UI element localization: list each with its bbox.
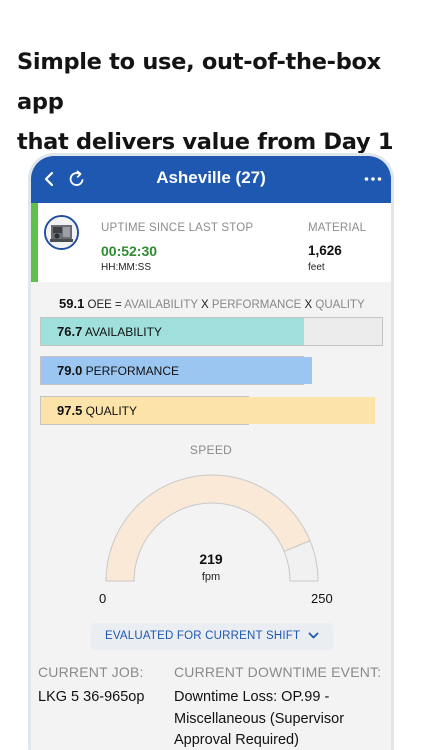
speed-unit: fpm [201, 571, 221, 583]
speed-gauge [105, 474, 319, 582]
marketing-headline: Simple to use, out-of-the-box app that d… [17, 42, 417, 162]
machine-photo-icon [46, 217, 77, 248]
quality-label: QUALITY [85, 404, 138, 418]
quality-text: 97.5 QUALITY [57, 403, 137, 418]
shift-selector-label: EVALUATED FOR CURRENT SHIFT [105, 630, 301, 642]
availability-bar[interactable]: 76.7 AVAILABILITY [40, 317, 383, 346]
performance-label: PERFORMANCE [85, 364, 179, 378]
oee-formula: 59.1 OEE = AVAILABILITY X PERFORMANCE X … [59, 296, 365, 311]
oee-availability-word: AVAILABILITY [124, 299, 198, 311]
downtime-event-value: Downtime Loss: OP.99 - Miscellaneous (Su… [174, 687, 344, 750]
performance-fill [41, 357, 312, 384]
app-bar: Asheville (27) [31, 156, 391, 203]
speed-label: SPEED [189, 443, 233, 457]
material-value: 1,626 [308, 243, 342, 258]
downtime-line-3: Approval Required) [174, 732, 299, 748]
headline-line-1: Simple to use, out-of-the-box app [17, 49, 381, 115]
machine-title: Asheville (27) [156, 168, 266, 187]
quality-fill [41, 397, 376, 424]
current-job-value: LKG 5 36-965op [38, 689, 145, 705]
oee-performance-word: PERFORMANCE [211, 299, 302, 311]
oee-word: OEE [87, 299, 112, 311]
speed-min: 0 [99, 591, 107, 606]
speed-gauge-remainder [283, 540, 319, 582]
quality-value: 97.5 [57, 403, 83, 418]
app-screen: Asheville (27) UPTIME SINCE LAST STOP [31, 156, 391, 750]
oee-quality-word: QUALITY [315, 299, 365, 311]
speed-value: 219 [199, 551, 223, 567]
speed-max: 250 [311, 591, 333, 606]
performance-text: 79.0 PERFORMANCE [57, 363, 179, 378]
headline-line-2: that delivers value from Day 1 [17, 129, 394, 155]
oee-equals: = [115, 299, 122, 311]
oee-x-1: X [201, 299, 209, 311]
oee-value: 59.1 [59, 296, 85, 311]
oee-x-2: X [304, 299, 313, 311]
current-job-label: CURRENT JOB: [38, 664, 144, 680]
quality-bar[interactable]: 97.5 QUALITY [40, 396, 376, 425]
shift-selector[interactable]: EVALUATED FOR CURRENT SHIFT [91, 623, 333, 650]
machine-status-panel: UPTIME SINCE LAST STOP 00:52:30 HH:MM:SS… [31, 203, 391, 282]
availability-fill [41, 318, 305, 345]
chevron-down-icon [308, 632, 319, 639]
uptime-unit: HH:MM:SS [101, 262, 151, 273]
material-unit: feet [308, 262, 325, 273]
availability-text: 76.7 AVAILABILITY [57, 324, 162, 339]
more-dots-icon[interactable] [363, 170, 383, 188]
downtime-line-2: Miscellaneous (Supervisor [174, 710, 345, 727]
material-label: MATERIAL [308, 222, 367, 234]
uptime-value: 00:52:30 [101, 243, 158, 259]
performance-value: 79.0 [57, 363, 83, 378]
speed-gauge-fill [105, 474, 311, 582]
uptime-label: UPTIME SINCE LAST STOP [101, 222, 254, 234]
performance-bar[interactable]: 79.0 PERFORMANCE [40, 356, 312, 385]
availability-label: AVAILABILITY [84, 325, 162, 339]
back-chevron-icon[interactable] [41, 170, 57, 188]
downtime-event-label: CURRENT DOWNTIME EVENT: [174, 664, 382, 680]
machine-avatar[interactable] [44, 215, 79, 250]
downtime-line-1: Downtime Loss: OP.99 - [174, 689, 330, 705]
refresh-icon[interactable] [67, 169, 87, 189]
availability-value: 76.7 [57, 324, 83, 339]
phone-frame: Asheville (27) UPTIME SINCE LAST STOP [28, 153, 394, 750]
